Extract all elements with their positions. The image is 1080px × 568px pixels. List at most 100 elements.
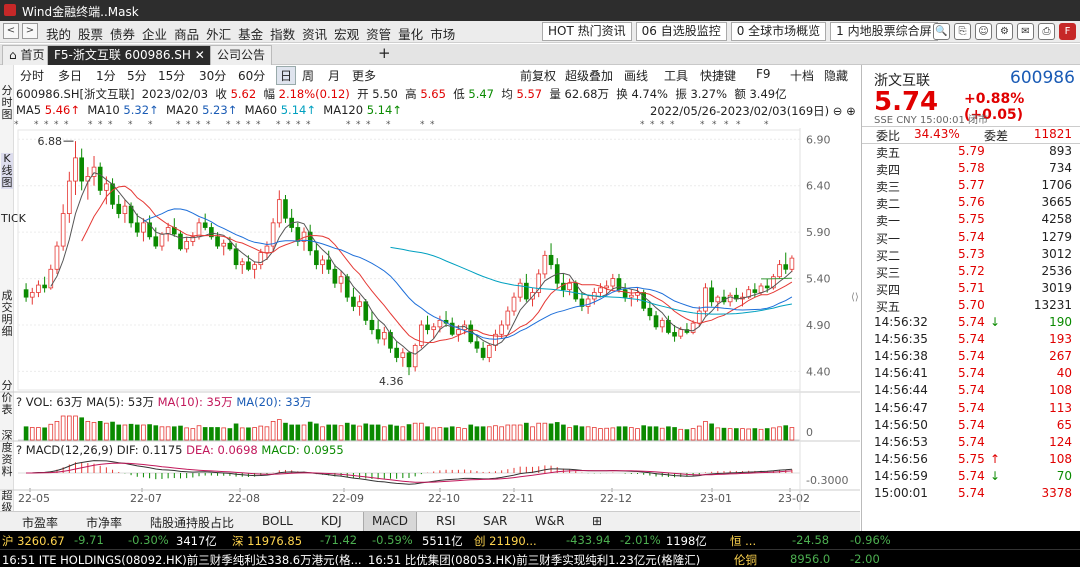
menu-item-8[interactable]: 资讯 (302, 27, 328, 42)
period-0[interactable]: 分时 (20, 69, 45, 83)
menu-item-2[interactable]: 债券 (110, 27, 136, 42)
candle-body (474, 341, 480, 349)
menu-item-11[interactable]: 量化 (398, 27, 424, 42)
period-10[interactable]: 更多 (352, 69, 377, 83)
ask-row[interactable]: 卖五 5.79 893 (862, 144, 1080, 161)
indicator-tab-8[interactable]: W&R (535, 514, 565, 528)
menu-item-7[interactable]: 指数 (270, 27, 296, 42)
tool-7[interactable]: 隐藏 (824, 69, 849, 83)
tab-announcement[interactable]: 公司公告 (210, 45, 273, 65)
news-item-1[interactable]: 16:51 ITE HOLDINGS(08092.HK)前三财季纯利达338.6… (2, 553, 362, 567)
tool-0[interactable]: 前复权 (520, 69, 557, 83)
mail-icon[interactable]: ✉ (1017, 23, 1034, 40)
close-value: 5.62 (230, 87, 257, 101)
menu-item-9[interactable]: 宏观 (334, 27, 360, 42)
menu-item-6[interactable]: 基金 (238, 27, 264, 42)
volume-bar (307, 421, 313, 441)
indicator-tab-5[interactable]: MACD (363, 512, 417, 531)
tool-3[interactable]: 工具 (664, 69, 689, 83)
period-4[interactable]: 15分 (158, 69, 186, 83)
menu-item-4[interactable]: 商品 (174, 27, 200, 42)
forward-icon[interactable]: > (22, 23, 38, 39)
indicator-tab-6[interactable]: RSI (436, 514, 456, 528)
tab-stock[interactable]: F5-浙文互联 600986.SH ✕ (47, 45, 212, 65)
menu-item-3[interactable]: 企业 (142, 27, 168, 42)
period-3[interactable]: 5分 (127, 69, 147, 83)
tool-5[interactable]: F9 (756, 67, 771, 81)
bid-row[interactable]: 买五 5.70 13231 (862, 298, 1080, 315)
indicator-tab-7[interactable]: SAR (483, 514, 508, 528)
menu-item-10[interactable]: 资管 (366, 27, 392, 42)
search-icon[interactable]: 🔍 (933, 23, 950, 40)
bid-row[interactable]: 买一 5.74 1279 (862, 230, 1080, 247)
macd-toggle-icon[interactable]: ? (16, 443, 23, 457)
tab-home[interactable]: ⌂ 首页 (2, 45, 52, 65)
left-tab-6[interactable]: 超级 (1, 489, 13, 514)
indicator-tab-0[interactable]: 市盈率 (22, 516, 59, 530)
bid-row[interactable]: 买二 5.73 3012 (862, 247, 1080, 264)
tick-price: 5.74 (958, 400, 985, 415)
ask-row[interactable]: 卖三 5.77 1706 (862, 178, 1080, 195)
period-2[interactable]: 1分 (96, 69, 116, 83)
bid-row[interactable]: 买三 5.72 2536 (862, 264, 1080, 281)
kline-chart[interactable]: 6.90 6.40 5.90 5.40 4.90 4.40 6.88 4.36 * * * * * * * *… (0, 0, 860, 511)
volume-bar (394, 425, 399, 441)
tool-1[interactable]: 超级叠加 (565, 69, 614, 83)
print-icon[interactable]: ⎙ (1038, 23, 1055, 40)
candle-body (777, 264, 782, 278)
high-label: 高 (405, 87, 417, 101)
indicator-tab-1[interactable]: 市净率 (86, 516, 123, 530)
chat-icon[interactable]: ☺ (975, 23, 992, 40)
f1-help-icon[interactable]: F (1059, 23, 1076, 40)
menu-item-0[interactable]: 我的 (46, 27, 72, 42)
volume-bar (456, 427, 461, 441)
tool-2[interactable]: 画线 (624, 69, 649, 83)
menu-item-1[interactable]: 股票 (78, 27, 104, 42)
news-item-2[interactable]: 16:51 比优集团(08053.HK)前三财季实现纯利1.23亿元(格隆汇) (368, 553, 701, 567)
hot-button-0[interactable]: HOT 热门资讯 (542, 22, 632, 41)
period-5[interactable]: 30分 (199, 69, 227, 83)
ask-level: 卖五 (876, 146, 901, 160)
status-item-14: -0.96% (850, 533, 891, 547)
indicator-tab-4[interactable]: KDJ (321, 514, 342, 528)
close-icon[interactable]: ✕ (194, 48, 205, 62)
left-tab-0[interactable]: 分时图 (1, 84, 13, 121)
add-indicator-icon[interactable]: ⊞ (592, 514, 603, 528)
tick-price: 5.74 (958, 315, 985, 329)
add-tab-icon[interactable]: + (378, 44, 391, 62)
left-tab-5[interactable]: 深度资料 (1, 429, 13, 478)
hot-button-2[interactable]: 0 全球市场概览 (730, 22, 827, 41)
period-7[interactable]: 日 (276, 66, 297, 85)
left-tab-1[interactable]: K线图 (1, 152, 13, 189)
period-1[interactable]: 多日 (58, 69, 83, 83)
back-icon[interactable]: < (3, 23, 19, 39)
settings-icon[interactable]: ⚙ (996, 23, 1013, 40)
vol-toggle-icon[interactable]: ? (16, 395, 23, 409)
candle-body (122, 205, 128, 214)
bid-row[interactable]: 买四 5.71 3019 (862, 281, 1080, 298)
ask-row[interactable]: 卖一 5.75 4258 (862, 212, 1080, 229)
left-tab-3[interactable]: 成交明细 (1, 289, 13, 338)
indicator-tab-3[interactable]: BOLL (262, 514, 293, 528)
period-6[interactable]: 60分 (238, 69, 266, 83)
weicha-value: 11821 (1033, 127, 1072, 141)
zoom-in-icon[interactable]: ⊕ (846, 104, 856, 118)
copy-icon[interactable]: ⎘ (954, 23, 971, 40)
period-9[interactable]: 月 (328, 69, 341, 83)
hot-button-1[interactable]: 06 自选股监控 (635, 22, 727, 41)
event-marker: * (276, 120, 281, 130)
ask-row[interactable]: 卖二 5.76 3665 (862, 195, 1080, 212)
menu-item-5[interactable]: 外汇 (206, 27, 232, 42)
tool-4[interactable]: 快捷键 (700, 69, 737, 83)
period-8[interactable]: 周 (302, 69, 315, 83)
zoom-out-icon[interactable]: ⊖ (832, 104, 843, 118)
tool-6[interactable]: 十档 (790, 69, 815, 83)
menu-item-12[interactable]: 市场 (430, 27, 456, 42)
indicator-tab-2[interactable]: 陆股通持股占比 (150, 516, 235, 530)
ask-row[interactable]: 卖四 5.78 734 (862, 161, 1080, 178)
ask-level: 卖四 (876, 163, 901, 177)
left-tab-4[interactable]: 分价表 (1, 379, 13, 416)
hot-button-3[interactable]: 1 内地股票综合屏 (830, 22, 938, 41)
news-ticker: 16:51 ITE HOLDINGS(08092.HK)前三财季纯利达338.6… (0, 549, 1080, 567)
volume-bar (209, 427, 214, 441)
